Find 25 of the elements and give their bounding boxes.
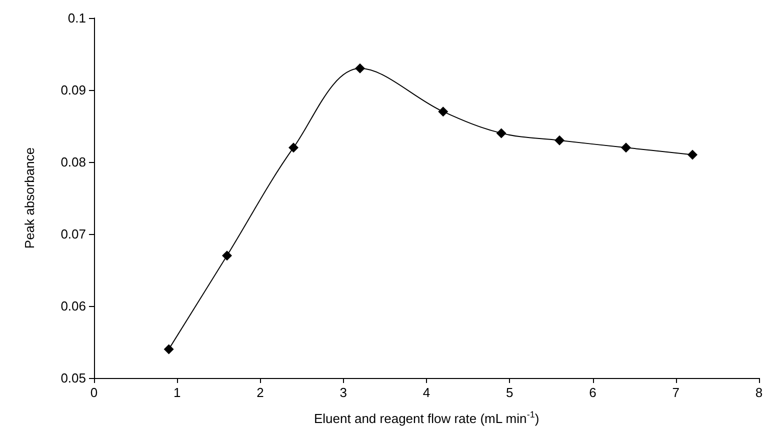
x-tick-label: 3 [340, 385, 347, 400]
point [164, 344, 174, 354]
x-tick-label: 5 [506, 385, 514, 400]
x-tick-label: 7 [672, 385, 680, 400]
y-tick-label: 0.07 [60, 226, 86, 242]
x-tick-label: 6 [589, 385, 596, 400]
point [438, 106, 448, 117]
y-axis-title: Peak absorbance [22, 147, 37, 249]
x-tick-label: 0 [90, 385, 98, 400]
y-tick-label: 0.1 [68, 10, 86, 26]
y-tick-label: 0.05 [60, 370, 86, 386]
point [621, 142, 631, 153]
point [496, 128, 506, 138]
point [688, 150, 698, 160]
point [554, 135, 564, 146]
y-tick-label: 0.06 [60, 298, 86, 314]
x-tick-label: 4 [422, 385, 430, 400]
y-tick-label: 0.09 [60, 82, 86, 98]
y-tick-label: 0.08 [60, 154, 86, 170]
x-tick-label: 8 [755, 385, 763, 400]
point [288, 142, 298, 153]
point [355, 63, 365, 74]
point [222, 250, 232, 261]
x-tick-label: 1 [174, 385, 181, 400]
x-tick-label: 2 [256, 385, 264, 400]
